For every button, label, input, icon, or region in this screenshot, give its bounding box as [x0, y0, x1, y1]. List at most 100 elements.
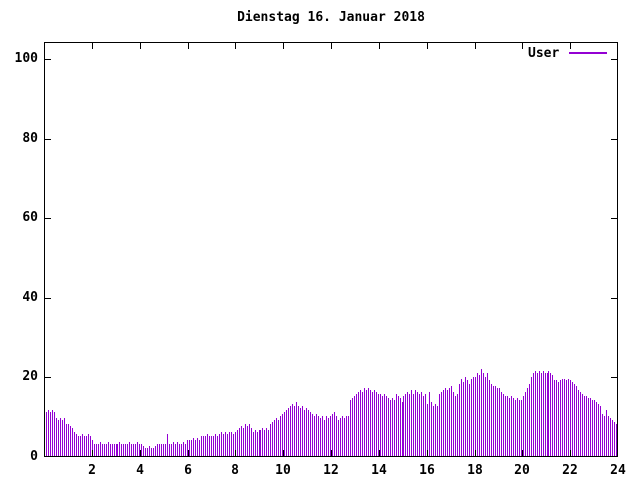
impulse-bar: [109, 444, 111, 456]
impulse-bar: [359, 390, 361, 456]
impulse-bar: [308, 410, 310, 456]
impulse-bar: [574, 384, 576, 456]
chart-title: Dienstag 16. Januar 2018: [237, 10, 425, 25]
impulse-bar: [508, 398, 510, 456]
impulse-bar: [228, 432, 230, 456]
impulse-bar: [105, 444, 107, 456]
impulse-bar: [141, 444, 143, 456]
x-tick-label: 14: [371, 463, 387, 478]
impulse-bar: [224, 432, 226, 456]
impulse-bar: [103, 444, 105, 456]
y-tick: [611, 59, 617, 60]
impulse-bar: [586, 396, 588, 456]
impulse-bar: [445, 388, 447, 456]
impulse-bar: [427, 404, 429, 456]
impulse-bar: [600, 406, 602, 456]
impulse-bar: [264, 430, 266, 456]
legend-line-swatch: [569, 52, 608, 54]
x-tick: [283, 450, 284, 456]
impulse-bar: [212, 436, 214, 456]
impulse-bar: [345, 416, 347, 456]
impulse-bar: [363, 388, 365, 456]
x-tick: [570, 450, 571, 456]
impulse-bar: [208, 436, 210, 456]
impulse-bar: [169, 444, 171, 456]
impulse-bar: [330, 416, 331, 456]
impulse-bar: [143, 446, 145, 456]
impulse-bar: [194, 440, 196, 456]
impulse-bar: [504, 396, 506, 456]
impulse-bar: [542, 370, 544, 456]
impulse-bar: [188, 440, 190, 456]
impulse-bar: [530, 376, 532, 456]
impulse-bar: [280, 416, 282, 456]
impulse-bar: [560, 380, 562, 456]
impulse-bar: [347, 416, 349, 456]
x-tick-label: 2: [88, 463, 96, 478]
impulse-bar: [510, 396, 512, 456]
impulse-bar: [367, 388, 369, 456]
impulse-bar: [276, 418, 278, 456]
impulse-bar: [171, 444, 173, 456]
impulse-bar: [149, 446, 151, 456]
impulse-bar: [47, 410, 49, 456]
impulse-bar: [447, 390, 449, 456]
x-tick-label: 8: [231, 463, 239, 478]
impulse-bar: [526, 388, 528, 456]
y-tick-label: 80: [22, 131, 38, 146]
impulse-bar: [602, 414, 604, 456]
impulse-bar: [153, 448, 155, 456]
x-tick: [331, 450, 332, 456]
impulse-bar: [93, 444, 95, 456]
x-tick-label: 24: [610, 463, 626, 478]
impulse-bar: [548, 370, 550, 456]
impulse-bar: [373, 390, 375, 456]
impulse-bar: [59, 418, 61, 456]
impulse-bar: [310, 412, 312, 456]
x-tick: [92, 450, 93, 456]
y-tick: [45, 59, 51, 60]
impulse-bar: [278, 420, 280, 456]
impulse-bar: [484, 376, 486, 456]
x-tick: [522, 450, 523, 456]
impulse-bar: [175, 444, 177, 456]
impulse-bar: [471, 378, 473, 456]
x-tick: [188, 43, 189, 49]
impulse-bar: [97, 444, 99, 456]
impulse-bar: [592, 400, 594, 456]
impulse-bar: [473, 376, 474, 456]
impulse-bar: [314, 416, 316, 456]
impulse-bar: [391, 398, 393, 456]
impulse-bar: [183, 442, 185, 456]
impulse-bar: [584, 396, 586, 456]
x-tick-label: 10: [275, 463, 291, 478]
impulse-bar: [570, 380, 572, 456]
impulse-bar: [252, 432, 254, 456]
impulse-bar: [379, 394, 381, 456]
impulse-bar: [528, 384, 530, 456]
impulse-bar: [185, 444, 187, 456]
impulse-bar: [453, 392, 455, 456]
impulse-bar: [333, 412, 335, 456]
impulse-bar: [500, 392, 502, 456]
impulse-bar: [312, 414, 314, 456]
x-tick: [188, 450, 189, 456]
x-tick: [283, 43, 284, 49]
impulse-bar: [119, 442, 121, 456]
impulse-bar: [111, 444, 113, 456]
impulse-bar: [502, 394, 504, 456]
impulse-bar: [304, 410, 306, 456]
impulse-bar: [550, 372, 552, 456]
impulse-bar: [590, 398, 592, 456]
impulse-bar: [405, 394, 407, 456]
impulse-bar: [534, 370, 536, 456]
impulse-bar: [282, 414, 284, 456]
impulse-bar: [536, 372, 538, 456]
impulse-bar: [594, 400, 596, 456]
impulse-bar: [167, 434, 169, 456]
impulse-bar: [290, 406, 292, 456]
impulse-bar: [286, 410, 288, 456]
impulse-bar: [316, 414, 318, 456]
impulse-bar: [419, 394, 421, 456]
